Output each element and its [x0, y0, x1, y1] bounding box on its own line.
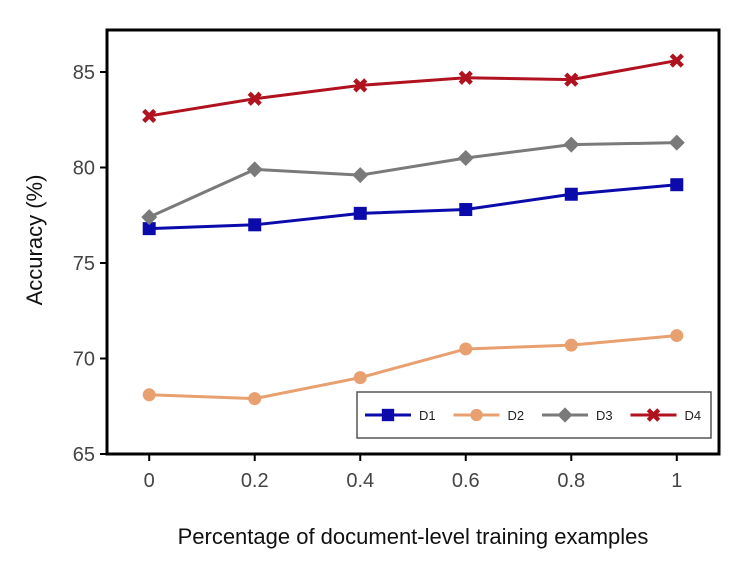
legend-label: D4 — [685, 408, 702, 423]
series-line — [149, 183, 677, 231]
series-d1 — [142, 178, 684, 236]
data-point — [248, 392, 262, 406]
data-point — [353, 371, 367, 385]
x-tick-label: 0.4 — [346, 470, 374, 492]
legend-item-d4: D4 — [630, 408, 702, 423]
x-tick-label: 0 — [144, 470, 155, 492]
y-axis-ticks: 65 70 75 80 85 — [73, 62, 107, 466]
series-layer — [141, 53, 685, 406]
y-tick-label: 85 — [73, 62, 95, 84]
y-tick-label: 80 — [73, 158, 95, 180]
x-axis-label: Percentage of document-level training ex… — [178, 524, 649, 549]
x-axis-ticks: 0 0.2 0.4 0.6 0.8 1 — [144, 454, 682, 492]
y-axis-label: Accuracy (%) — [22, 175, 47, 306]
legend-label: D2 — [508, 408, 525, 423]
series-line — [148, 59, 678, 118]
series-line — [148, 141, 677, 219]
data-point — [670, 178, 684, 192]
plot-frame — [105, 28, 721, 456]
data-point — [564, 72, 579, 87]
data-point — [353, 78, 368, 93]
legend-swatch-marker — [557, 407, 573, 423]
data-point — [458, 70, 473, 85]
data-point — [669, 53, 684, 68]
series-d3 — [141, 134, 685, 226]
y-tick-label: 70 — [73, 349, 95, 371]
series-d2 — [142, 329, 684, 406]
legend-label: D1 — [419, 408, 436, 423]
data-point — [353, 206, 367, 220]
legend-swatch-marker — [470, 408, 483, 422]
data-point — [247, 91, 262, 106]
legend-label: D3 — [596, 408, 613, 423]
data-point — [668, 134, 685, 151]
data-point — [564, 338, 578, 352]
x-tick-label: 0.2 — [241, 470, 269, 492]
data-point — [457, 149, 474, 166]
data-point — [563, 136, 580, 153]
legend-item-d1: D1 — [365, 408, 436, 423]
data-point — [142, 108, 157, 124]
data-point — [141, 209, 158, 226]
series-line — [149, 334, 677, 401]
x-tick-label: 1 — [671, 470, 682, 492]
legend-item-d3: D3 — [542, 407, 613, 423]
data-point — [142, 388, 156, 402]
data-point — [459, 203, 473, 217]
legend-swatch-marker — [646, 408, 661, 422]
legend: D1 D2 D3 D4 — [356, 391, 712, 439]
data-point — [459, 342, 473, 356]
y-tick-label: 75 — [73, 253, 95, 275]
series-d4 — [142, 53, 684, 124]
data-point — [352, 167, 369, 184]
x-tick-label: 0.8 — [557, 470, 585, 492]
legend-item-d2: D2 — [453, 408, 525, 423]
data-point — [248, 218, 262, 232]
y-tick-label: 65 — [73, 444, 95, 466]
data-point — [564, 187, 578, 201]
x-tick-label: 0.6 — [452, 470, 480, 492]
data-point — [142, 222, 156, 236]
data-point — [670, 329, 684, 343]
legend-swatch-marker — [381, 408, 395, 422]
data-point — [246, 161, 263, 178]
